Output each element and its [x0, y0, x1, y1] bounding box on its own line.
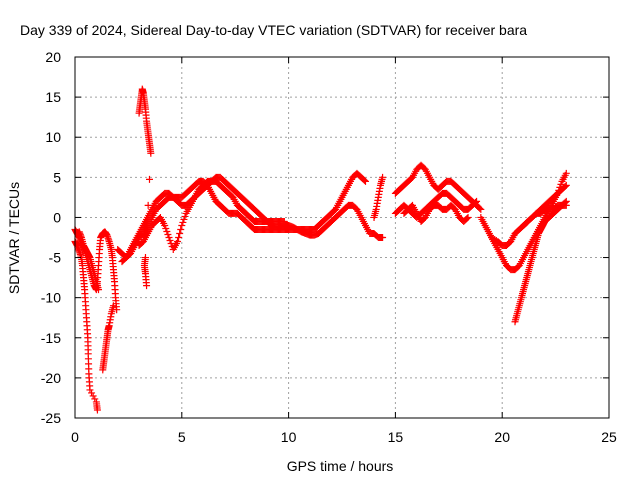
series-arc-19h-to-23h	[477, 169, 570, 274]
series-early-arc-d	[75, 228, 102, 294]
data-point	[164, 230, 172, 238]
data-point	[562, 169, 570, 177]
data-point	[561, 182, 569, 190]
data-point	[161, 221, 169, 229]
data-point	[463, 214, 471, 222]
y-tick-label: 20	[45, 49, 61, 65]
series-arc-2h-to-14h-lower	[118, 177, 387, 266]
x-tick-label: 15	[388, 429, 404, 445]
y-axis-label: SDTVAR / TECUs	[6, 182, 22, 294]
data-point	[379, 173, 387, 181]
plot-frame	[74, 56, 610, 419]
data-point	[180, 215, 188, 223]
series-arc-15h-to-19h-upper	[391, 161, 485, 213]
y-tick-label: -15	[41, 330, 61, 346]
data-point	[175, 234, 183, 241]
chart-title: Day 339 of 2024, Sidereal Day-to-day VTE…	[20, 22, 527, 38]
data-point	[94, 286, 102, 294]
data-point	[179, 218, 187, 226]
data-point	[476, 204, 484, 212]
series-spike-near-3h	[135, 85, 155, 290]
data-point	[477, 205, 485, 213]
series-arc-21h-to-23h-flat	[520, 201, 570, 229]
series-arc-19h-to-23h-b	[488, 181, 570, 250]
series-arc-3h-to-10h-mid	[135, 177, 288, 254]
data-point	[562, 181, 570, 189]
y-tick-label: -10	[41, 290, 61, 306]
data-point	[361, 177, 369, 185]
data-point	[162, 224, 170, 232]
data-point	[86, 386, 94, 394]
data-point	[174, 238, 182, 246]
x-tick-labels: 0 5 10 15 20 25	[71, 429, 617, 445]
data-point	[360, 176, 368, 184]
data-point	[145, 175, 153, 183]
y-tick-label: 15	[45, 89, 61, 105]
data-point	[163, 227, 171, 235]
data-point	[147, 149, 155, 157]
y-tick-labels: -25 -20 -15 -10 -5 0 5 10 15 20	[41, 49, 61, 426]
data-point	[93, 406, 101, 414]
y-tick-label: 10	[45, 129, 61, 145]
data-point	[178, 221, 186, 229]
data-point	[144, 201, 152, 209]
y-tick-label: -5	[49, 250, 62, 266]
data-point	[176, 229, 184, 237]
axis-ticks	[74, 56, 610, 419]
data-points	[71, 85, 570, 414]
data-point	[165, 234, 173, 241]
data-point	[143, 282, 151, 290]
y-tick-label: 0	[53, 209, 61, 225]
y-tick-label: -25	[41, 410, 61, 426]
data-point	[280, 217, 288, 225]
y-tick-label: 5	[53, 169, 61, 185]
data-point	[109, 302, 117, 310]
data-point	[464, 213, 472, 221]
data-point	[181, 212, 189, 220]
data-point	[177, 225, 185, 233]
y-tick-label: -20	[41, 370, 61, 386]
x-tick-label: 5	[178, 429, 186, 445]
grid-lines	[75, 57, 609, 418]
series-early-arc-c	[99, 302, 117, 374]
data-point	[379, 234, 387, 241]
series-arc-14h	[370, 173, 387, 221]
x-tick-label: 25	[601, 429, 617, 445]
data-point	[89, 392, 97, 400]
data-point	[88, 389, 96, 397]
series-arc-15h-to-18h-lower	[400, 201, 472, 225]
x-axis-label: GPS time / hours	[287, 458, 394, 474]
x-tick-label: 0	[71, 429, 79, 445]
data-point	[557, 180, 565, 188]
data-point	[562, 201, 570, 209]
data-point	[166, 237, 174, 245]
data-point	[91, 395, 99, 403]
series-early-arc-b	[71, 238, 101, 414]
x-tick-label: 10	[281, 429, 297, 445]
x-tick-label: 20	[494, 429, 510, 445]
